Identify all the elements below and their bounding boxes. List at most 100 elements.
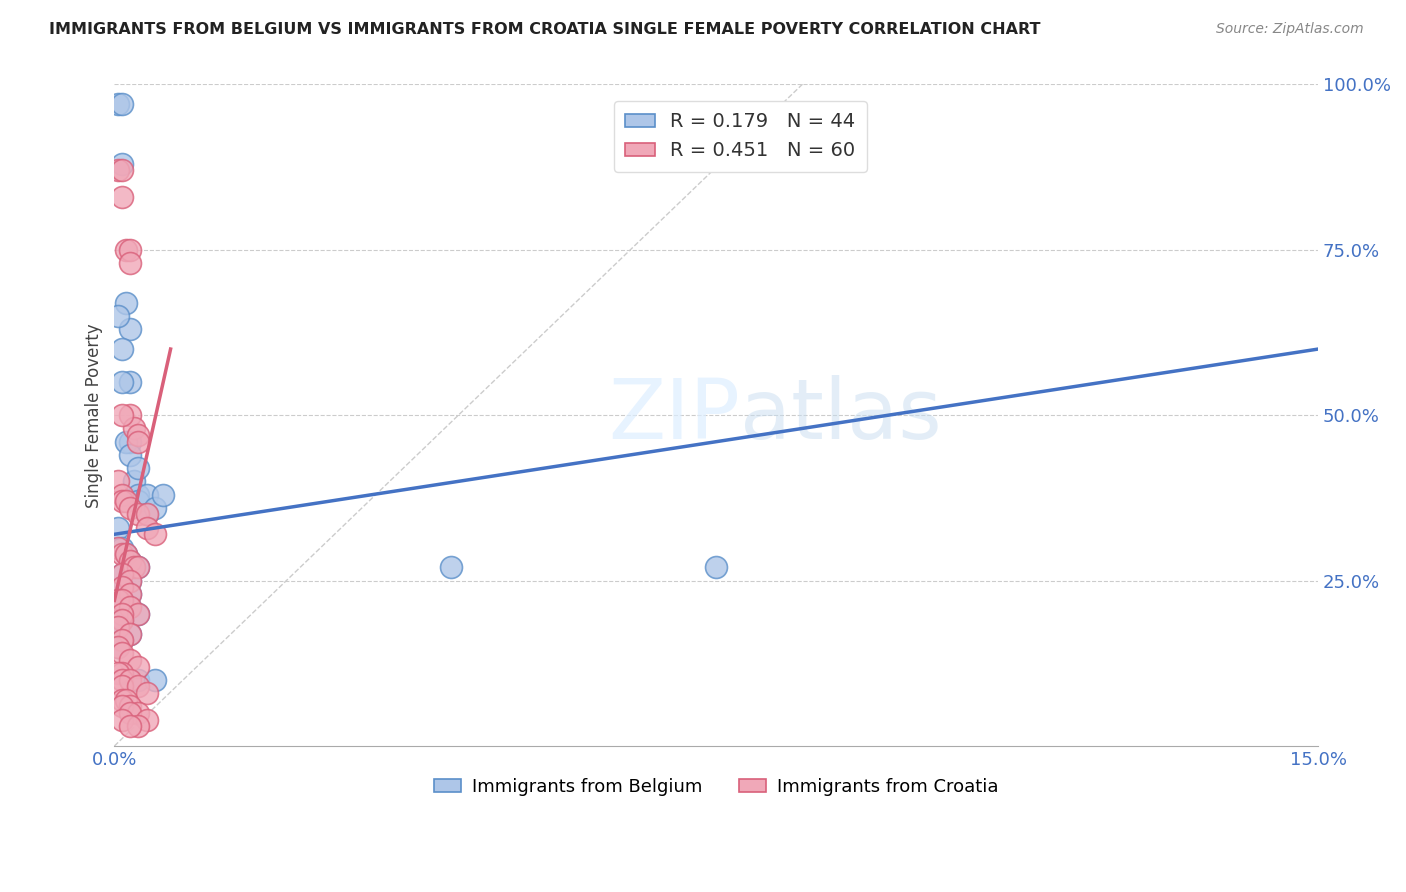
- Point: [111, 97, 134, 112]
- Point: [111, 633, 134, 648]
- Point: [111, 673, 134, 687]
- Point: [120, 719, 142, 733]
- Point: [111, 680, 134, 694]
- Point: [120, 587, 142, 601]
- Text: ZIP: ZIP: [609, 375, 741, 456]
- Point: [120, 375, 142, 389]
- Point: [704, 560, 727, 574]
- Point: [111, 494, 134, 508]
- Point: [111, 607, 134, 621]
- Point: [111, 487, 134, 501]
- Point: [120, 626, 142, 640]
- Point: [107, 541, 129, 555]
- Text: IMMIGRANTS FROM BELGIUM VS IMMIGRANTS FROM CROATIA SINGLE FEMALE POVERTY CORRELA: IMMIGRANTS FROM BELGIUM VS IMMIGRANTS FR…: [49, 22, 1040, 37]
- Point: [115, 295, 138, 310]
- Point: [127, 508, 149, 522]
- Point: [111, 580, 134, 594]
- Text: atlas: atlas: [741, 375, 942, 456]
- Point: [107, 593, 129, 607]
- Point: [127, 607, 149, 621]
- Point: [120, 626, 142, 640]
- Point: [127, 680, 149, 694]
- Point: [120, 434, 142, 449]
- Point: [127, 719, 149, 733]
- Point: [135, 487, 157, 501]
- Point: [111, 692, 134, 706]
- Point: [107, 475, 129, 489]
- Point: [152, 487, 174, 501]
- Point: [115, 434, 138, 449]
- Point: [111, 190, 134, 204]
- Y-axis label: Single Female Poverty: Single Female Poverty: [86, 323, 103, 508]
- Point: [143, 527, 166, 541]
- Point: [111, 713, 134, 727]
- Point: [107, 521, 129, 535]
- Point: [127, 428, 149, 442]
- Point: [107, 620, 129, 634]
- Point: [440, 560, 463, 574]
- Point: [120, 600, 142, 615]
- Point: [111, 375, 134, 389]
- Point: [111, 547, 134, 561]
- Point: [120, 699, 142, 714]
- Point: [107, 97, 129, 112]
- Point: [111, 566, 134, 581]
- Point: [111, 593, 134, 607]
- Point: [120, 600, 142, 615]
- Point: [120, 448, 142, 462]
- Point: [115, 692, 138, 706]
- Point: [135, 713, 157, 727]
- Text: Source: ZipAtlas.com: Source: ZipAtlas.com: [1216, 22, 1364, 37]
- Point: [127, 487, 149, 501]
- Point: [111, 566, 134, 581]
- Point: [120, 574, 142, 588]
- Point: [120, 554, 142, 568]
- Point: [127, 706, 149, 720]
- Point: [120, 500, 142, 515]
- Point: [111, 541, 134, 555]
- Point: [120, 574, 142, 588]
- Point: [111, 646, 134, 660]
- Point: [135, 508, 157, 522]
- Point: [111, 613, 134, 627]
- Point: [107, 640, 129, 654]
- Point: [115, 547, 138, 561]
- Point: [120, 587, 142, 601]
- Point: [127, 673, 149, 687]
- Point: [143, 500, 166, 515]
- Point: [115, 547, 138, 561]
- Point: [107, 163, 129, 178]
- Point: [124, 560, 146, 574]
- Point: [120, 243, 142, 257]
- Point: [111, 613, 134, 627]
- Legend: Immigrants from Belgium, Immigrants from Croatia: Immigrants from Belgium, Immigrants from…: [427, 771, 1005, 803]
- Point: [111, 163, 134, 178]
- Point: [111, 607, 134, 621]
- Point: [120, 408, 142, 422]
- Point: [120, 706, 142, 720]
- Point: [107, 620, 129, 634]
- Point: [107, 666, 129, 681]
- Point: [127, 494, 149, 508]
- Point: [111, 342, 134, 356]
- Point: [120, 653, 142, 667]
- Point: [111, 666, 134, 681]
- Point: [127, 607, 149, 621]
- Point: [127, 434, 149, 449]
- Point: [127, 560, 149, 574]
- Point: [124, 421, 146, 435]
- Point: [111, 408, 134, 422]
- Point: [120, 554, 142, 568]
- Point: [107, 640, 129, 654]
- Point: [120, 322, 142, 336]
- Point: [143, 673, 166, 687]
- Point: [120, 673, 142, 687]
- Point: [111, 699, 134, 714]
- Point: [135, 686, 157, 700]
- Point: [127, 659, 149, 673]
- Point: [111, 593, 134, 607]
- Point: [111, 580, 134, 594]
- Point: [107, 593, 129, 607]
- Point: [115, 494, 138, 508]
- Point: [115, 243, 138, 257]
